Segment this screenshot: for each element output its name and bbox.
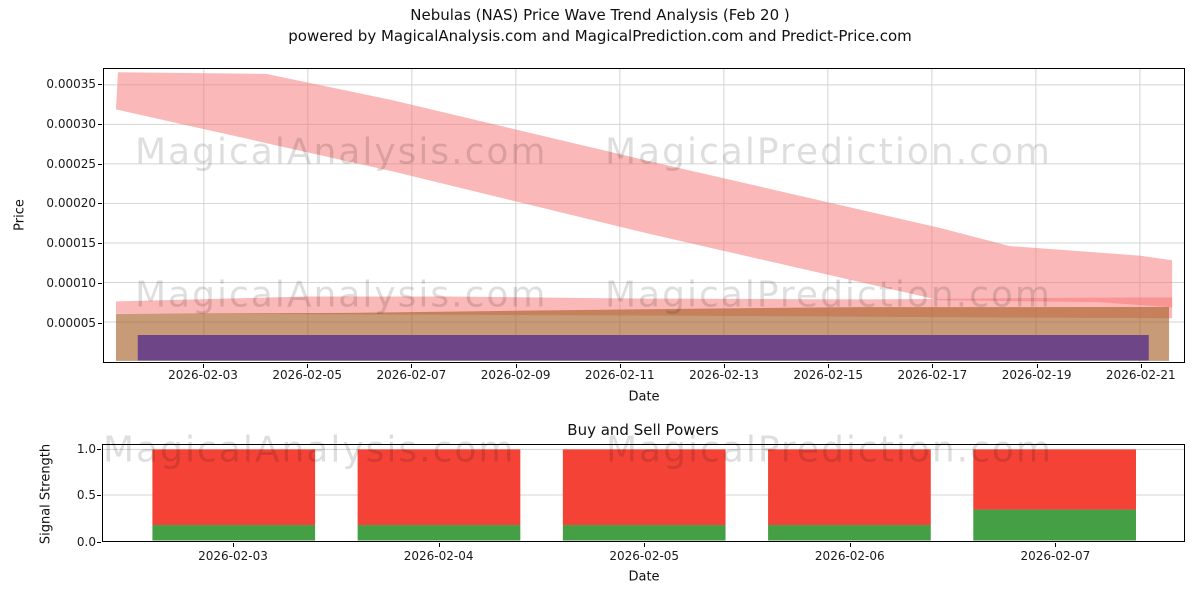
buy-power-bar bbox=[973, 509, 1136, 541]
x-tick-label: 2026-02-13 bbox=[689, 368, 759, 382]
x-tick-mark bbox=[1140, 364, 1142, 368]
x-tick-label: 2026-02-07 bbox=[1020, 549, 1091, 563]
base-band bbox=[137, 334, 1149, 361]
x-tick-label: 2026-02-04 bbox=[403, 549, 474, 563]
x-tick-mark bbox=[619, 364, 621, 368]
sell-power-bar bbox=[768, 449, 931, 526]
y-tick-label: 0.00025 bbox=[46, 156, 96, 171]
sell-power-bar bbox=[152, 449, 316, 526]
figure-title-line2: powered by MagicalAnalysis.com and Magic… bbox=[288, 27, 912, 45]
x-tick-label: 2026-02-11 bbox=[584, 368, 655, 382]
y-tick-label: 0.00035 bbox=[46, 77, 96, 91]
sell-power-bar bbox=[562, 449, 726, 526]
price-axis-label: Price bbox=[12, 199, 28, 231]
y-tick-mark bbox=[97, 541, 101, 543]
y-tick-label: 0.00005 bbox=[46, 315, 96, 330]
y-tick-label: 0.00020 bbox=[46, 196, 96, 211]
y-tick-mark bbox=[98, 163, 102, 165]
buy-power-bar bbox=[768, 525, 931, 541]
buy-sell-bars-svg bbox=[103, 448, 1184, 541]
y-tick-label: 0.00030 bbox=[46, 116, 96, 131]
price-bands-svg bbox=[104, 69, 1184, 362]
x-tick-label: 2026-02-06 bbox=[814, 549, 885, 563]
y-tick-mark bbox=[97, 495, 101, 496]
y-tick-label: 0.0 bbox=[76, 534, 96, 549]
x-tick-label: 2026-02-05 bbox=[272, 368, 343, 382]
x-tick-mark bbox=[1055, 543, 1057, 547]
x-tick-label: 2026-02-03 bbox=[168, 368, 238, 382]
x-tick-mark bbox=[644, 543, 646, 547]
y-tick-label: 0.00015 bbox=[46, 236, 96, 251]
x-tick-label: 2026-02-17 bbox=[897, 368, 968, 382]
x-tick-label: 2026-02-05 bbox=[609, 549, 680, 563]
buy-power-bar bbox=[152, 525, 316, 541]
x-tick-label: 2026-02-09 bbox=[480, 368, 551, 382]
x-tick-mark bbox=[1036, 364, 1038, 368]
x-tick-label: 2026-02-15 bbox=[793, 368, 864, 382]
x-tick-mark bbox=[932, 364, 934, 368]
y-tick-mark bbox=[98, 84, 102, 85]
x-tick-mark bbox=[849, 543, 851, 547]
x-tick-label: 2026-02-19 bbox=[1001, 368, 1072, 382]
y-tick-mark bbox=[98, 282, 102, 284]
x-tick-label: 2026-02-21 bbox=[1105, 368, 1176, 382]
y-tick-label: 0.00010 bbox=[46, 275, 96, 290]
sell-power-bar bbox=[357, 449, 521, 526]
buy-power-bar bbox=[562, 525, 726, 541]
figure-title-line1: Nebulas (NAS) Price Wave Trend Analysis … bbox=[410, 6, 790, 24]
y-tick-mark bbox=[98, 322, 102, 324]
buy-power-bar bbox=[357, 525, 521, 541]
x-tick-label: 2026-02-07 bbox=[376, 368, 447, 382]
x-tick-mark bbox=[307, 364, 309, 368]
y-tick-label: 0.5 bbox=[76, 488, 96, 502]
y-tick-label: 1.0 bbox=[76, 441, 96, 456]
buy-sell-xaxis-label: Date bbox=[628, 569, 660, 585]
x-tick-mark bbox=[724, 364, 725, 368]
price-chart-xaxis-label: Date bbox=[628, 389, 660, 405]
price-chart-plot-area bbox=[103, 68, 1185, 363]
y-tick-mark bbox=[98, 203, 102, 205]
x-tick-mark bbox=[233, 543, 234, 547]
upper-trend-band bbox=[115, 72, 1173, 308]
x-tick-mark bbox=[515, 364, 517, 368]
x-tick-label: 2026-02-03 bbox=[198, 549, 268, 563]
x-tick-mark bbox=[203, 364, 204, 368]
y-tick-mark bbox=[97, 448, 101, 450]
buy-sell-chart-title: Buy and Sell Powers bbox=[567, 421, 719, 439]
x-tick-mark bbox=[828, 364, 830, 368]
x-tick-mark bbox=[438, 543, 440, 547]
x-tick-mark bbox=[411, 364, 413, 368]
y-tick-mark bbox=[98, 243, 102, 245]
y-tick-mark bbox=[98, 123, 102, 125]
buy-sell-plot-area bbox=[102, 444, 1185, 542]
sell-power-bar bbox=[973, 449, 1136, 510]
